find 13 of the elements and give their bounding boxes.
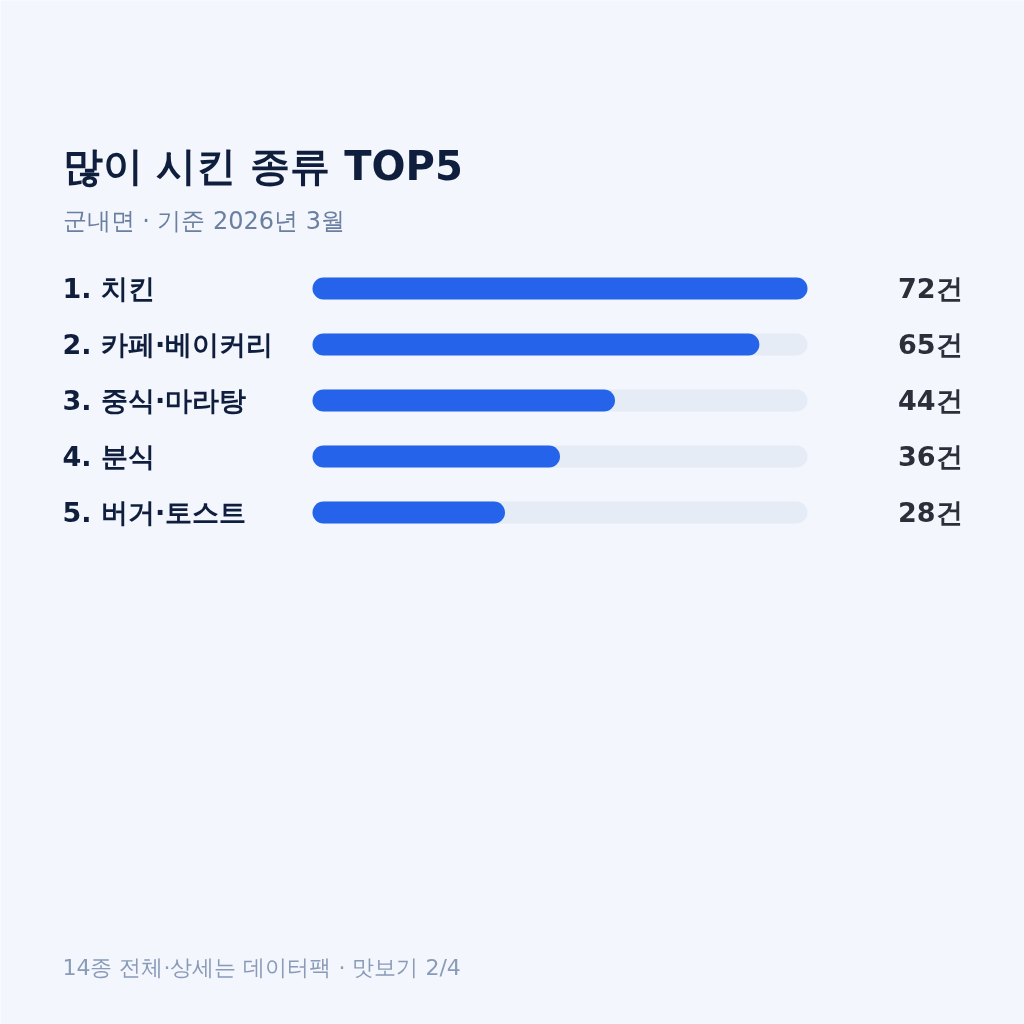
data-label: 65건 (897, 329, 963, 360)
data-label: 44건 (897, 385, 963, 416)
chart-title: 많이 시킨 종류 TOP5 (62, 142, 463, 189)
y-tick-label: 1. 치킨 (62, 273, 155, 304)
y-tick-label: 5. 버거·토스트 (62, 497, 247, 528)
chart-subtitle: 군내면 · 기준 2026년 3월 (62, 206, 345, 235)
data-label: 28건 (897, 497, 963, 528)
y-tick-label: 4. 분식 (62, 441, 155, 472)
text: 14종 전체·상세는 데이터팩 · 맛보기 2/4 (62, 955, 461, 980)
y-tick-label: 3. 중식·마라탕 (62, 385, 247, 416)
data-label: 72건 (897, 273, 963, 304)
y-tick-label: 2. 카페·베이커리 (62, 329, 274, 360)
data-label: 36건 (897, 441, 963, 472)
